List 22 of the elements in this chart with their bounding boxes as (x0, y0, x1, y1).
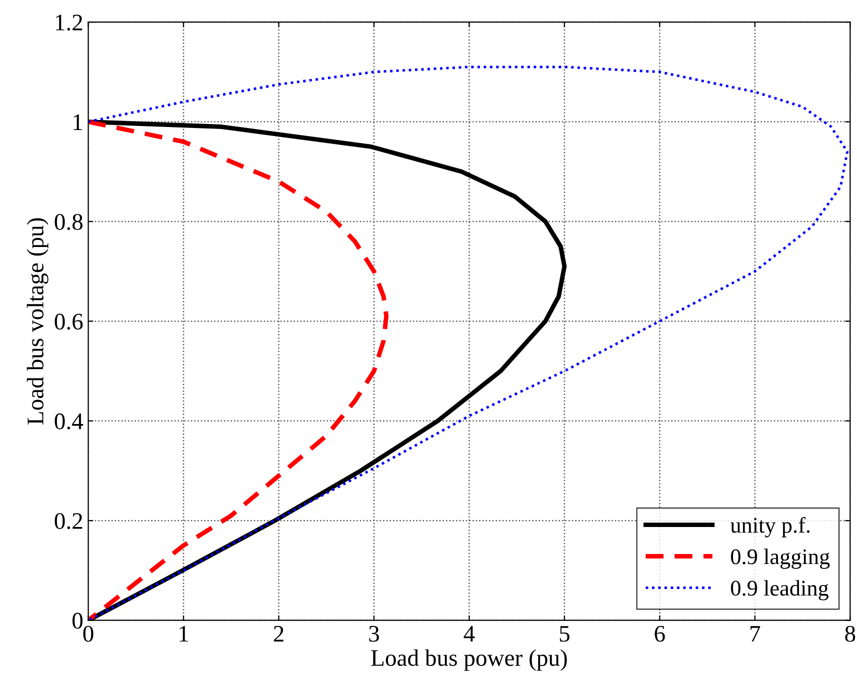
legend-label: 0.9 leading (731, 580, 828, 600)
x-tick-label: 6 (654, 626, 665, 642)
x-tick-label: 2 (274, 626, 284, 642)
x-tick-label: 3 (369, 626, 379, 642)
x-tick-label: 4 (464, 626, 475, 642)
line-series (88, 120, 389, 620)
y-tick-label: 0 (72, 612, 83, 629)
y-tick-label: 0.8 (54, 214, 83, 230)
x-tick-label: 1 (180, 626, 188, 642)
y-tick-label: 1 (74, 114, 82, 130)
x-tick-label: 0 (83, 626, 94, 642)
x-tick-label: 7 (750, 626, 760, 642)
y-tick-label: 0.4 (54, 413, 84, 430)
x-tick-label: 8 (845, 626, 856, 642)
y-axis-title: Load bus voltage (pu) (26, 218, 48, 424)
y-tick-label: 0.6 (54, 314, 83, 330)
legend-label: unity p.f. (730, 516, 810, 538)
legend-label: 0.9 lagging (731, 548, 830, 569)
x-tick-label: 5 (560, 626, 570, 642)
y-tick-label: 0.2 (54, 513, 82, 530)
y-tick-label: 1.2 (56, 14, 82, 31)
x-axis-title: Load bus power (pu) (371, 649, 567, 671)
